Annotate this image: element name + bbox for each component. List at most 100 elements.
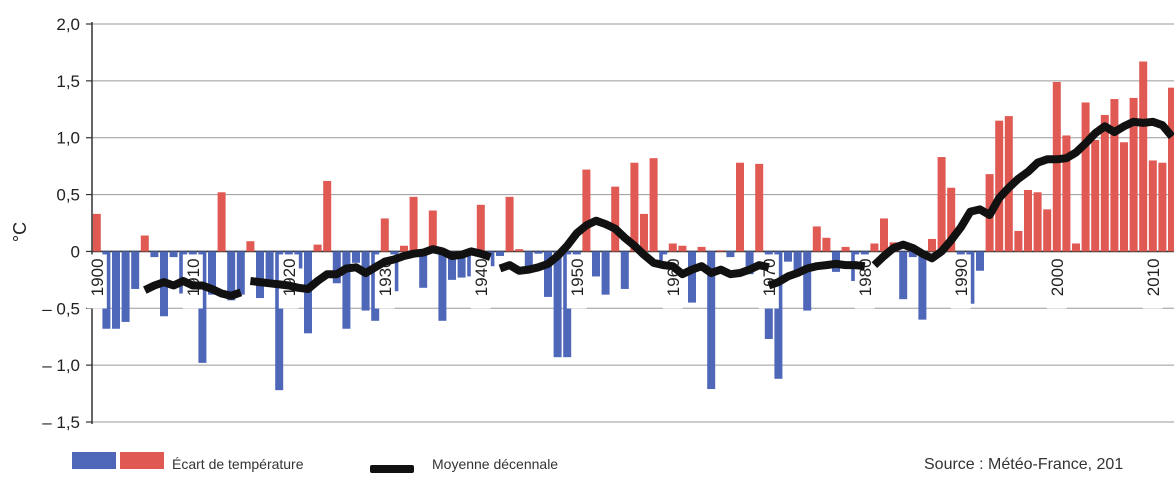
- x-label-background: [1142, 254, 1163, 309]
- bar-2008: [1129, 97, 1138, 252]
- legend-label-anomaly: Écart de température: [172, 456, 304, 472]
- bar-1982: [880, 218, 888, 252]
- bar-1928: [361, 251, 370, 311]
- bar-1973: [793, 251, 802, 276]
- x-decade-label-group: 1990: [950, 254, 971, 309]
- bar-1917: [256, 251, 264, 299]
- bar-1932: [400, 245, 408, 252]
- decadal-mean-line: [498, 216, 770, 279]
- y-tick-label: 0,5: [56, 186, 80, 205]
- bar-1998: [1033, 192, 1042, 252]
- bar-1914: [227, 251, 236, 301]
- bar-1984: [899, 251, 908, 300]
- temperature-anomaly-chart: 2,01,51,00,50– 0,5– 1,0– 1,5 1900 1910 192…: [10, 15, 1174, 432]
- y-tick-label: 1,5: [56, 72, 80, 91]
- bar-2002: [1072, 243, 1080, 252]
- x-decade-label: 1900: [88, 258, 107, 296]
- bar-1967: [736, 162, 744, 252]
- bar-1974: [803, 251, 812, 311]
- bar-1926: [342, 251, 351, 329]
- bar-1951: [582, 169, 591, 252]
- bar-1975: [812, 226, 821, 252]
- x-label-background: [278, 254, 299, 309]
- bar-1948: [553, 251, 562, 358]
- bar-1947: [544, 251, 552, 297]
- legend: Écart de température Moyenne décennale: [0, 452, 1174, 477]
- bar-1902: [112, 251, 120, 329]
- bar-2009: [1139, 61, 1148, 252]
- bar-1999: [1043, 209, 1052, 252]
- bar-1927: [352, 251, 360, 263]
- bar-1905: [140, 235, 149, 252]
- bar-1963: [697, 246, 706, 252]
- bar-1992: [976, 251, 984, 271]
- bar-1916: [246, 241, 255, 252]
- x-decade-label: 1990: [952, 258, 971, 296]
- x-decade-label: 1910: [184, 258, 203, 296]
- x-label-background: [566, 254, 587, 309]
- x-decade-label: 2000: [1048, 258, 1067, 296]
- bar-1978: [841, 246, 850, 252]
- bar-1900: [92, 213, 101, 252]
- bar-1936: [438, 251, 447, 321]
- bar-1976: [822, 237, 831, 252]
- y-tick-label: 1,0: [56, 129, 80, 148]
- x-decade-label-group: 1950: [566, 254, 587, 309]
- bar-1964: [707, 251, 716, 390]
- bar-1943: [505, 196, 514, 252]
- bar-1989: [947, 187, 956, 252]
- bars-group: [92, 61, 1174, 391]
- bar-1935: [428, 210, 437, 252]
- bar-2001: [1062, 135, 1071, 252]
- source-note: Source : Météo-France, 201: [924, 456, 1124, 473]
- bar-1981: [870, 243, 879, 252]
- bar-1942: [496, 251, 504, 256]
- bar-1918: [265, 251, 274, 287]
- bar-1972: [784, 251, 792, 262]
- x-decade-label-group: 1900: [86, 254, 107, 309]
- bar-1956: [630, 162, 639, 252]
- decadal-mean-line: [767, 259, 866, 290]
- bar-1961: [678, 245, 687, 252]
- bar-1987: [928, 238, 936, 252]
- decadal-mean-line: [871, 117, 1174, 269]
- bar-1930: [380, 218, 389, 252]
- y-axis-title: °C: [10, 222, 30, 242]
- bar-1924: [323, 180, 332, 252]
- y-tick-label: 2,0: [56, 15, 80, 34]
- bar-1944: [515, 249, 524, 252]
- bar-1906: [150, 251, 159, 258]
- x-decade-label: 1950: [568, 258, 587, 296]
- bar-1925: [332, 251, 341, 284]
- bar-1958: [649, 158, 658, 252]
- bar-1971: [774, 251, 783, 379]
- bar-2011: [1158, 162, 1167, 252]
- x-decade-label: 2010: [1144, 258, 1163, 296]
- y-tick-labels: 2,0 1,5 1,0 0,5 0 – 0,5 – 1,0 – 1,5: [42, 15, 80, 432]
- bar-2000: [1052, 81, 1061, 252]
- bar-1997: [1024, 190, 1032, 252]
- bar-1996: [1014, 230, 1023, 252]
- bar-1966: [726, 251, 735, 258]
- bar-1962: [688, 251, 696, 303]
- bar-1919: [275, 251, 284, 391]
- bar-1955: [620, 251, 629, 289]
- bar-1940: [476, 204, 485, 252]
- bar-1912: [208, 251, 216, 295]
- bar-1988: [937, 157, 946, 252]
- y-tick-label: – 1,5: [42, 413, 80, 432]
- bar-1952: [592, 251, 600, 277]
- bar-2012: [1168, 87, 1174, 252]
- bar-1985: [908, 251, 917, 258]
- bar-2005: [1100, 114, 1109, 252]
- bar-1933: [409, 196, 418, 252]
- x-decade-label-group: 2010: [1142, 254, 1163, 309]
- decadal-mean-line: [249, 245, 492, 293]
- bar-1969: [755, 163, 764, 252]
- x-decade-label-group: 1940: [470, 254, 491, 309]
- bar-1915: [236, 251, 245, 295]
- x-label-background: [1046, 254, 1067, 309]
- decadal-mean-group: [143, 117, 1174, 300]
- bar-1945: [524, 251, 533, 267]
- y-tick-label: – 1,0: [42, 356, 80, 375]
